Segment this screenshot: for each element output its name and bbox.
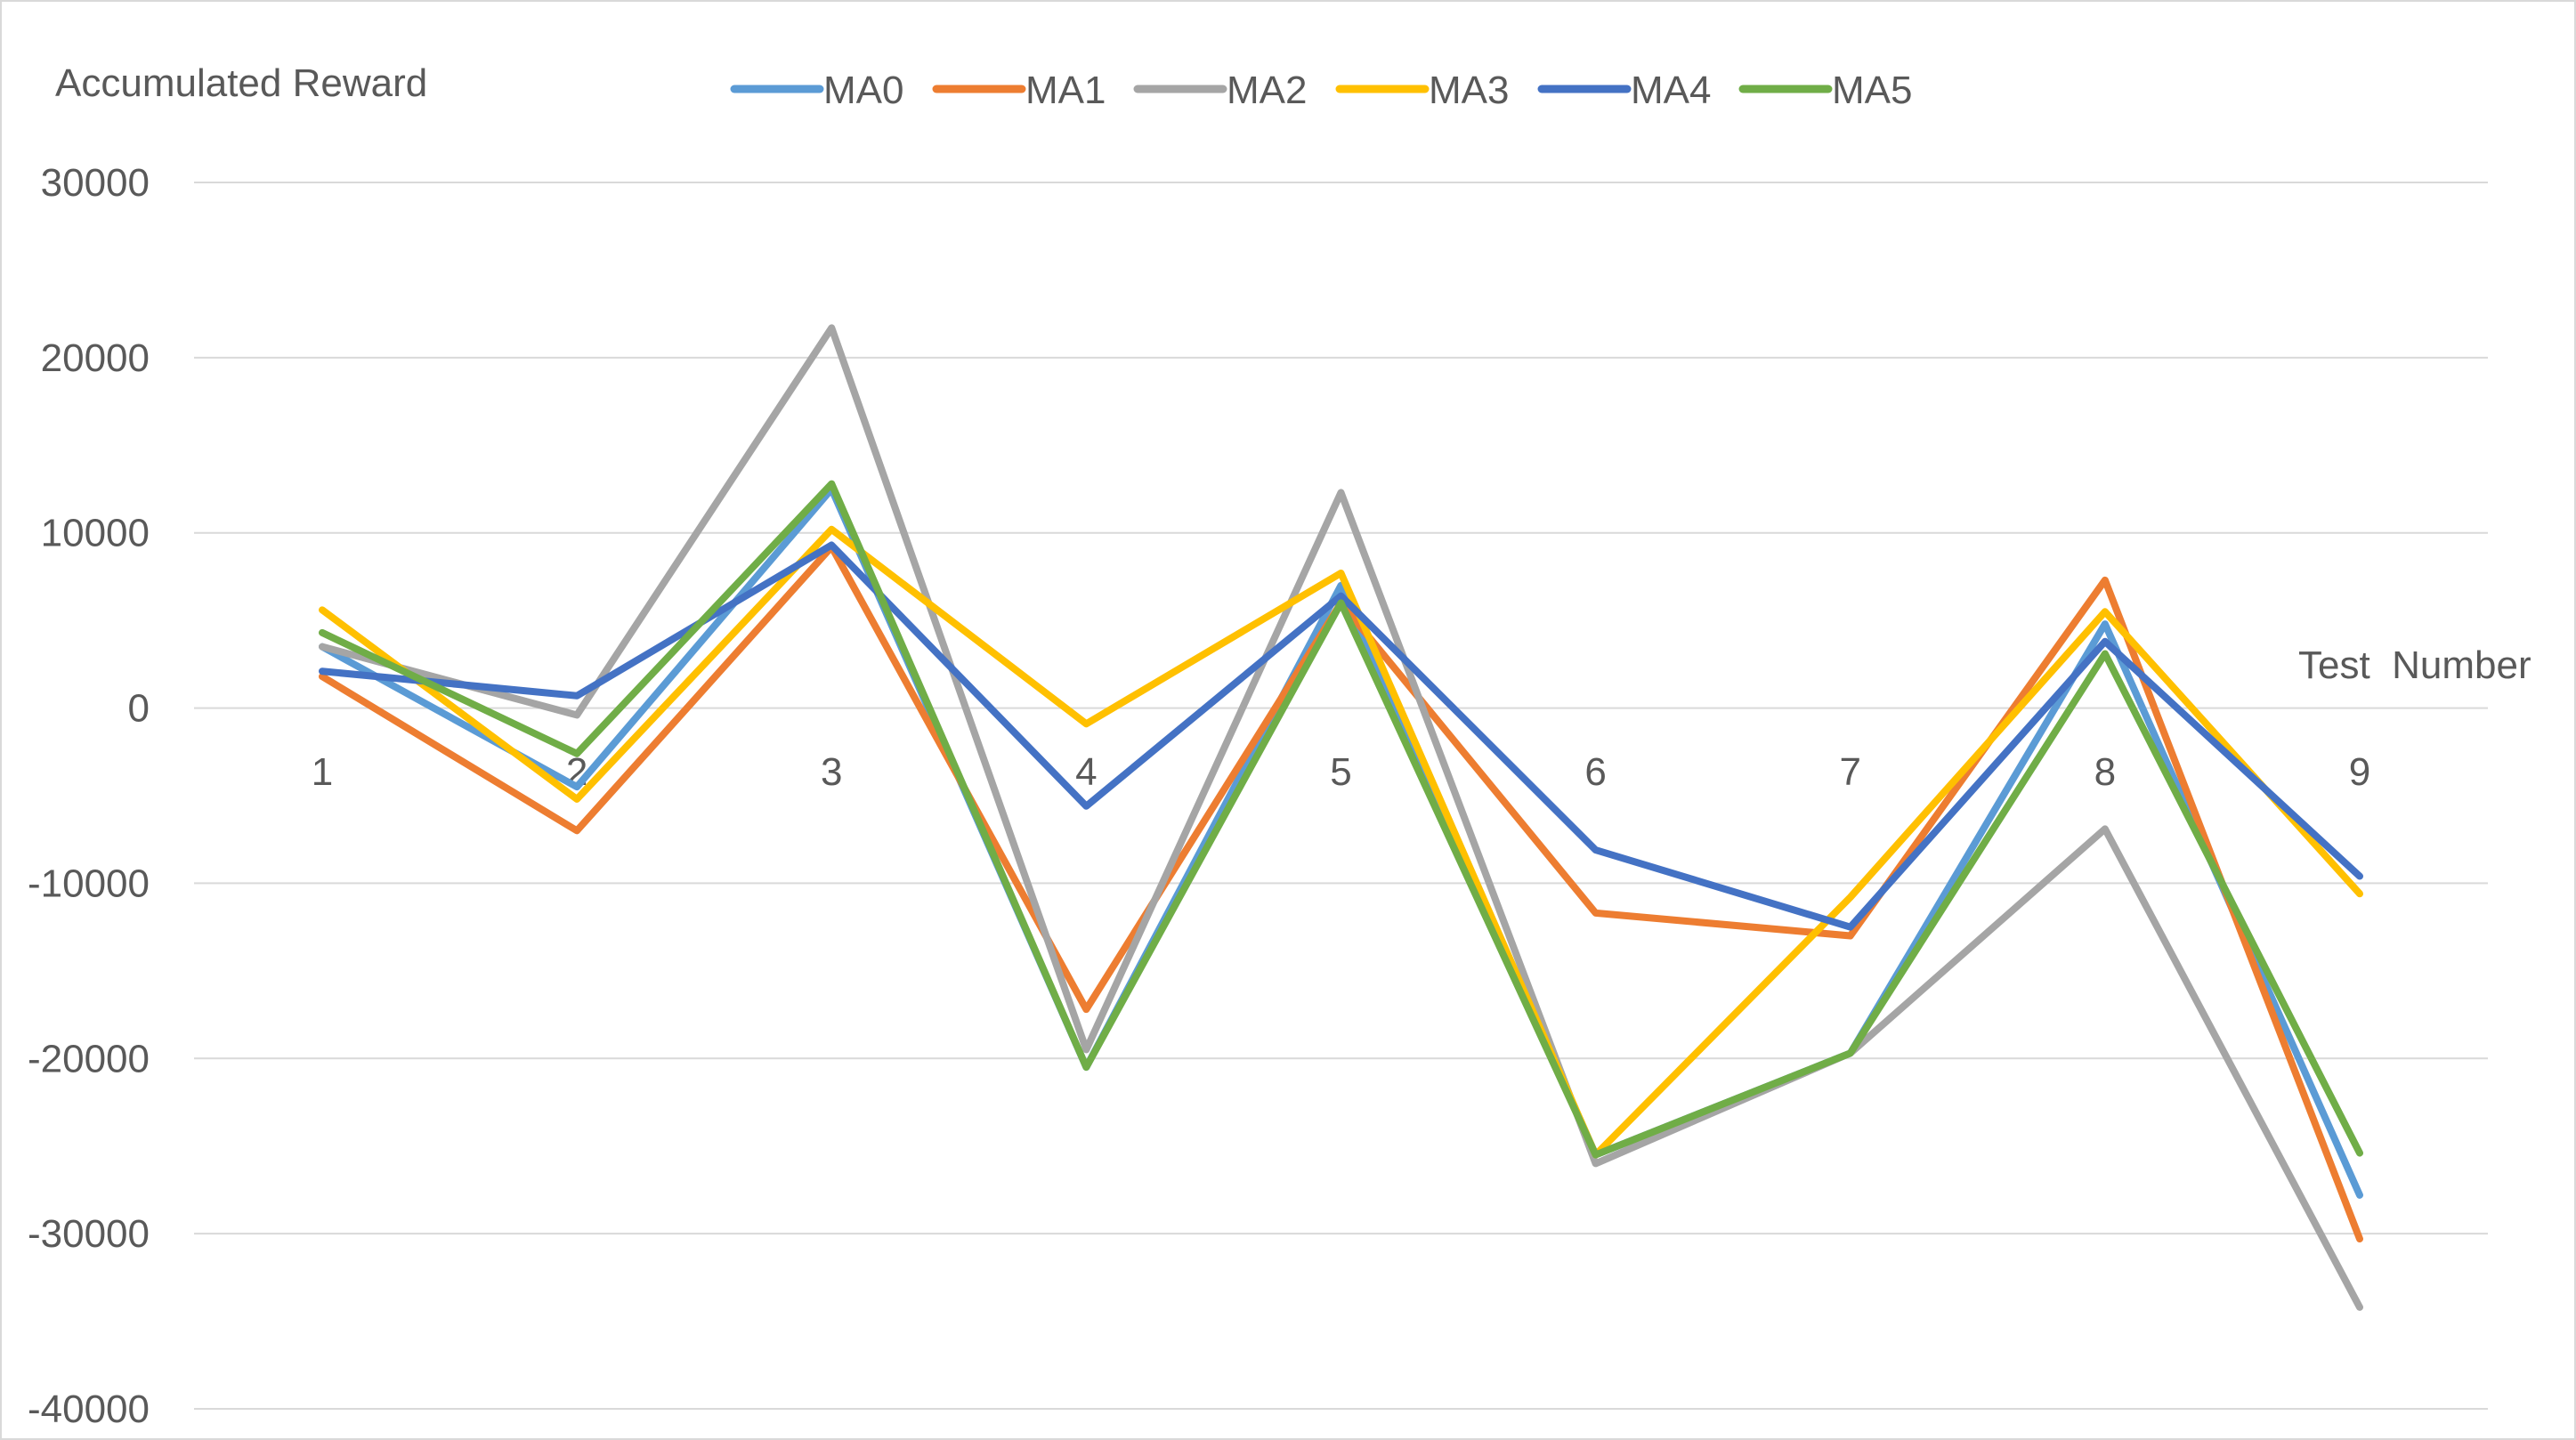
legend-label: MA4 [1631, 69, 1711, 112]
x-tick-label: 5 [1330, 750, 1351, 794]
x-tick-label: 4 [1075, 750, 1097, 794]
legend-label: MA0 [823, 69, 903, 112]
legend-label: MA3 [1429, 69, 1509, 112]
gridlines [194, 182, 2488, 1410]
y-tick-label: -30000 [28, 1212, 150, 1256]
y-tick-label: 20000 [41, 336, 150, 380]
y-tick-label: -40000 [28, 1387, 150, 1431]
y-tick-label: -10000 [28, 862, 150, 905]
series-lines [319, 324, 2363, 1311]
y-tick-label: -20000 [28, 1037, 150, 1080]
x-tick-label: 7 [1840, 750, 1861, 794]
x-tick-label: 1 [312, 750, 333, 794]
x-tick-label: 6 [1584, 750, 1606, 794]
x-tick-label: 8 [2094, 750, 2116, 794]
legend: MA0 MA1 MA2 MA3 MA4 MA5 [730, 69, 1912, 112]
y-tick-label: 30000 [41, 161, 150, 205]
series-line-ma0 [319, 485, 2363, 1199]
legend-label: MA2 [1227, 69, 1307, 112]
y-axis-ticks: 30000 20000 10000 0 -10000 -20000 -30000 -40000 [28, 161, 150, 1431]
x-tick-label: 3 [821, 750, 842, 794]
series-line-ma2 [319, 324, 2363, 1311]
legend-label: MA5 [1832, 69, 1912, 112]
y-tick-label: 10000 [41, 512, 150, 555]
legend-label: MA1 [1025, 69, 1106, 112]
x-axis-title: Test Number [2298, 643, 2531, 687]
series-line-ma3 [319, 525, 2363, 1159]
y-tick-label: 0 [128, 687, 150, 731]
y-axis-title: Accumulated Reward [55, 61, 427, 105]
series-line-ma5 [319, 480, 2363, 1159]
x-tick-label: 9 [2349, 750, 2370, 794]
series-line-ma4 [319, 541, 2363, 931]
